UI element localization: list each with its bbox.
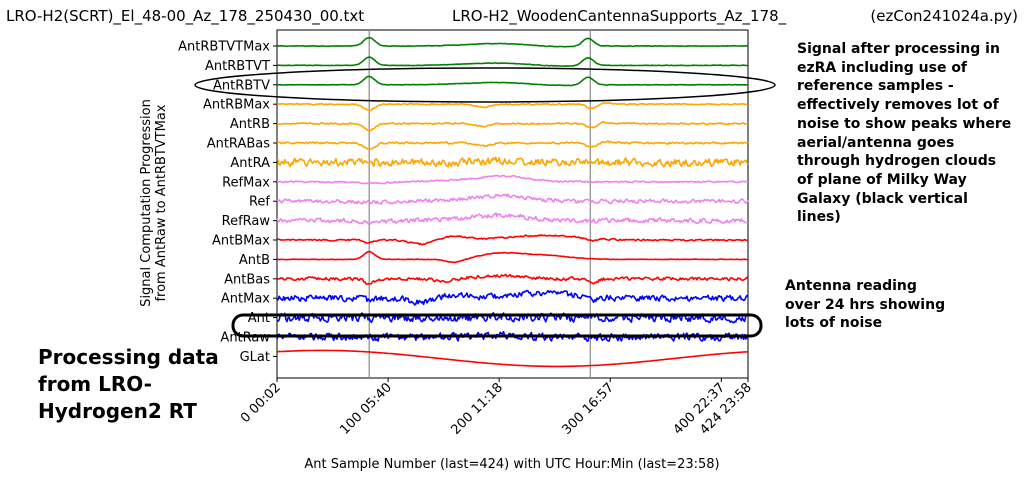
- series-line-antrb: [276, 120, 749, 132]
- y-tick-label-antmax: AntMax: [221, 292, 270, 307]
- x-tick-label-200: 200 11:18: [448, 380, 506, 438]
- y-tick-label-ant: Ant: [248, 311, 270, 326]
- series-line-antbmax: [276, 234, 749, 246]
- series-line-ref: [276, 193, 749, 205]
- y-axis-label-line2: from AntRaw to AntRBTVTMax: [154, 104, 169, 301]
- y-tick-label-antraw: AntRaw: [220, 331, 270, 346]
- y-tick-label-antrb: AntRB: [230, 117, 270, 132]
- series-line-glat: [276, 349, 749, 368]
- series-line-refmax: [276, 174, 749, 185]
- y-axis-label-line1: Signal Computation Progression: [139, 99, 154, 307]
- y-tick-label-antb: AntB: [239, 253, 270, 268]
- series-line-antbas: [276, 273, 749, 285]
- highlight-ellipse-antrbtv: [194, 67, 776, 103]
- y-tick-label-antra: AntRA: [230, 156, 270, 171]
- annotation-processing-title: Processing data from LRO-Hydrogen2 RT: [38, 345, 219, 423]
- y-tick-label-antrbmax: AntRBMax: [203, 98, 270, 113]
- y-tick-label-refmax: RefMax: [222, 175, 270, 190]
- y-tick-label-antbas: AntBas: [224, 272, 270, 287]
- y-tick-label-refraw: RefRaw: [222, 214, 271, 229]
- series-line-antrabas: [276, 140, 749, 151]
- series-line-antrbtvtmax: [276, 36, 749, 48]
- series-line-antmax: [276, 289, 749, 306]
- plot-border: [276, 29, 749, 379]
- x-axis-label: Ant Sample Number (last=424) with UTC Ho…: [304, 457, 719, 472]
- series-line-antrbtvt: [277, 56, 749, 67]
- x-tick-label-300: 300 16:57: [560, 380, 618, 438]
- header-study-name: LRO-H2_WoodenCantennaSupports_Az_178_: [452, 7, 787, 26]
- y-tick-labels: AntRBTVTMax AntRBTVT AntRBTV AntRBMax AntRB A…: [178, 40, 277, 365]
- y-tick-label-glat: GLat: [240, 350, 270, 365]
- y-tick-label-antbmax: AntBMax: [212, 234, 270, 249]
- series-line-antrbtv: [277, 75, 749, 87]
- y-tick-label-antrbtvtmax: AntRBTVTMax: [178, 40, 270, 55]
- series-line-refraw: [276, 212, 749, 225]
- annotation-processed-signal: Signal after processing in ezRA includin…: [797, 41, 1012, 226]
- y-tick-label-antrbtvt: AntRBTVT: [205, 59, 270, 74]
- series-line-ant: [276, 312, 749, 324]
- x-tick-labels: 0 00:02 100 05:40 200 11:18 300 16:57 400 22…: [238, 378, 755, 438]
- y-tick-label-ref: Ref: [249, 195, 270, 210]
- annotation-antenna-noise: Antenna reading over 24 hrs showing lots…: [785, 278, 946, 331]
- x-tick-label-100: 100 05:40: [337, 380, 395, 438]
- header-script-name: (ezCon241024a.py): [870, 7, 1018, 25]
- x-tick-label-0: 0 00:02: [238, 380, 284, 426]
- series-layer: [276, 36, 749, 368]
- series-line-antra: [276, 156, 749, 168]
- plot-area: [276, 29, 749, 379]
- header-file-name: LRO-H2(SCRT)_El_48-00_Az_178_250430_00.t…: [6, 7, 364, 26]
- highlight-box-ant: [231, 313, 763, 338]
- series-line-antb: [276, 250, 749, 264]
- series-line-antrbmax: [276, 101, 749, 112]
- y-tick-label-antrbtv: AntRBTV: [213, 78, 270, 93]
- y-tick-label-antrabas: AntRABas: [207, 137, 271, 152]
